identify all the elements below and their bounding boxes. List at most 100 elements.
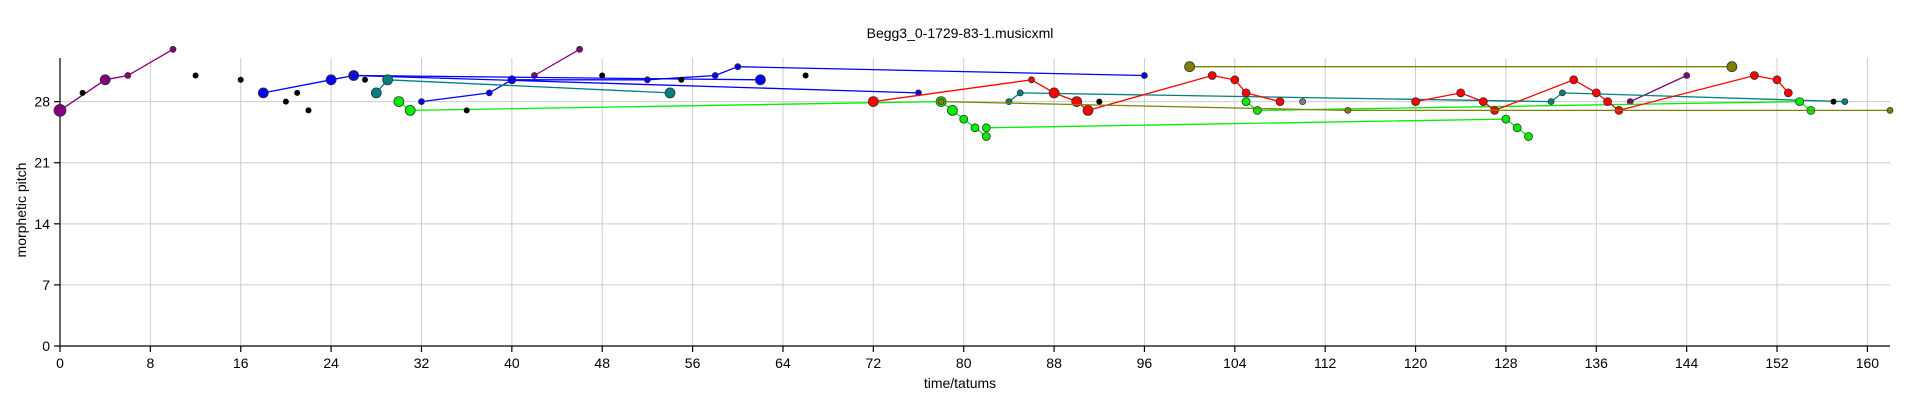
x-tick-label: 48	[594, 355, 610, 371]
y-axis-ticks: 0 7 14 21 28	[34, 94, 60, 354]
data-point	[124, 72, 132, 79]
data-point	[79, 89, 86, 96]
x-tick-label: 24	[323, 355, 339, 371]
series-line	[353, 74, 919, 94]
data-point	[393, 96, 405, 107]
data-point	[755, 74, 766, 86]
data-point	[1569, 75, 1579, 85]
x-tick-label: 80	[956, 355, 972, 371]
data-point	[1772, 75, 1782, 85]
data-point	[1275, 97, 1285, 106]
data-point	[1478, 97, 1488, 106]
data-point	[664, 87, 676, 99]
data-point	[1501, 114, 1511, 124]
series-14	[937, 98, 1894, 114]
data-point	[711, 72, 719, 79]
data-point	[294, 89, 301, 96]
data-point	[1830, 98, 1837, 105]
points-layer	[79, 72, 1837, 114]
data-point	[350, 72, 358, 79]
x-axis-ticks: 0 8 16 24 32 40 48 56 64 72 80 88 96 104 112 120 128 136 1…	[56, 346, 1879, 371]
x-tick-label: 16	[233, 355, 249, 371]
data-point	[1841, 98, 1849, 105]
data-point	[1559, 89, 1566, 97]
data-point	[362, 76, 368, 83]
data-point	[937, 98, 945, 105]
series-7	[1005, 89, 1849, 105]
data-point	[305, 107, 312, 114]
data-point	[1683, 72, 1691, 79]
y-axis-label: morphetic pitch	[13, 163, 29, 258]
data-point	[370, 87, 382, 99]
x-tick-label: 40	[504, 355, 520, 371]
data-point	[1253, 106, 1262, 115]
y-tick-label: 7	[42, 277, 50, 293]
data-point	[867, 96, 879, 107]
data-point	[1016, 89, 1024, 97]
data-point	[192, 72, 199, 79]
data-point	[1241, 88, 1251, 98]
x-tick-label: 0	[56, 355, 64, 371]
x-tick-label: 88	[1046, 355, 1062, 371]
series-12	[1411, 71, 1793, 115]
x-tick-label: 32	[414, 355, 430, 371]
data-point	[1456, 88, 1466, 98]
data-point	[1512, 123, 1522, 133]
data-point	[802, 72, 809, 79]
series-line	[263, 74, 761, 94]
data-point	[99, 74, 111, 86]
x-tick-label: 96	[1137, 355, 1153, 371]
data-point	[1028, 76, 1035, 84]
data-point	[1886, 107, 1894, 114]
data-point	[734, 63, 742, 71]
data-point	[1750, 71, 1759, 80]
data-point	[1096, 98, 1103, 105]
data-point	[1783, 88, 1793, 98]
x-tick-label: 144	[1675, 355, 1699, 371]
x-tick-label: 56	[685, 355, 701, 371]
series-15	[1299, 98, 1306, 105]
series-10	[1241, 97, 1816, 115]
data-point	[981, 123, 991, 133]
data-point	[1411, 97, 1420, 106]
series-8	[393, 96, 991, 141]
data-point	[1344, 107, 1352, 114]
x-tick-label: 64	[775, 355, 791, 371]
data-point	[1603, 97, 1612, 106]
series-line	[1629, 74, 1687, 103]
data-point	[237, 76, 244, 83]
y-tick-label: 0	[42, 338, 50, 354]
data-point	[1048, 87, 1060, 99]
data-point	[1230, 75, 1240, 85]
data-point	[325, 74, 337, 86]
data-point	[257, 87, 269, 99]
data-point	[678, 76, 685, 83]
x-tick-label: 128	[1494, 355, 1518, 371]
data-point	[1207, 71, 1217, 80]
x-tick-label: 8	[146, 355, 154, 371]
data-point	[576, 45, 583, 53]
data-point	[463, 107, 470, 114]
series-1	[531, 45, 583, 79]
data-point	[282, 98, 289, 105]
data-point	[1082, 105, 1094, 116]
series-6	[370, 74, 676, 99]
data-point	[1547, 98, 1555, 105]
data-point	[1241, 97, 1251, 106]
series-line	[986, 118, 1529, 138]
series-line	[375, 79, 671, 94]
y-tick-label: 14	[34, 216, 50, 232]
data-point	[970, 123, 980, 133]
x-tick-label: 152	[1765, 355, 1789, 371]
x-tick-label: 72	[866, 355, 882, 371]
data-point	[1141, 72, 1148, 79]
data-point	[485, 89, 493, 97]
x-tick-label: 160	[1856, 355, 1880, 371]
series-layer	[53, 45, 1894, 141]
data-point	[644, 76, 651, 84]
data-point	[418, 98, 425, 105]
x-axis-label: time/tatums	[924, 375, 996, 391]
data-point	[981, 132, 991, 141]
data-point	[53, 104, 67, 117]
series-5	[350, 72, 922, 97]
